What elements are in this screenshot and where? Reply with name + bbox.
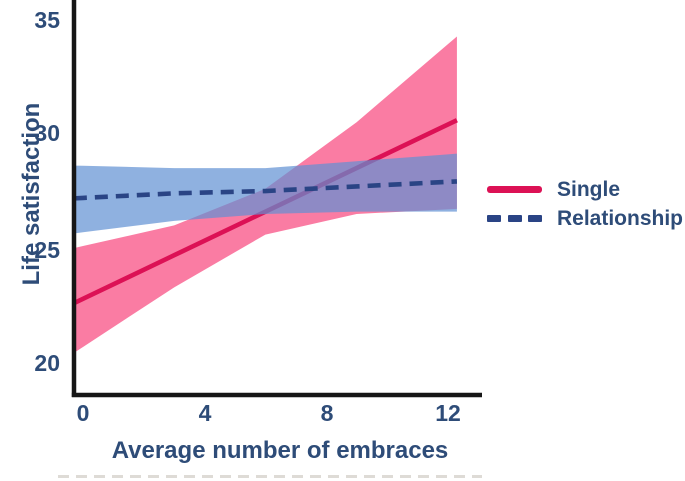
legend: Single Relationship <box>487 177 683 235</box>
y-tick-35: 35 <box>34 7 60 33</box>
relationship-dashed-swatch-icon <box>487 215 542 222</box>
y-tick-25: 25 <box>34 237 60 263</box>
x-tick-4: 4 <box>198 400 212 426</box>
y-tick-20: 20 <box>34 350 60 376</box>
y-tick-30: 30 <box>34 120 60 146</box>
x-tick-8: 8 <box>320 400 334 426</box>
x-tick-12: 12 <box>435 400 461 426</box>
x-tick-0: 0 <box>76 400 90 426</box>
legend-item-relationship: Relationship <box>487 206 683 231</box>
bottom-dashed-rule <box>58 475 482 478</box>
legend-label-single: Single <box>557 178 621 201</box>
legend-item-single: Single <box>487 177 683 202</box>
x-axis-title: Average number of embraces <box>111 437 449 464</box>
y-axis-title: Life satisfaction <box>18 102 45 286</box>
single-line-swatch-icon <box>487 186 542 193</box>
legend-label-relationship: Relationship <box>557 207 684 230</box>
